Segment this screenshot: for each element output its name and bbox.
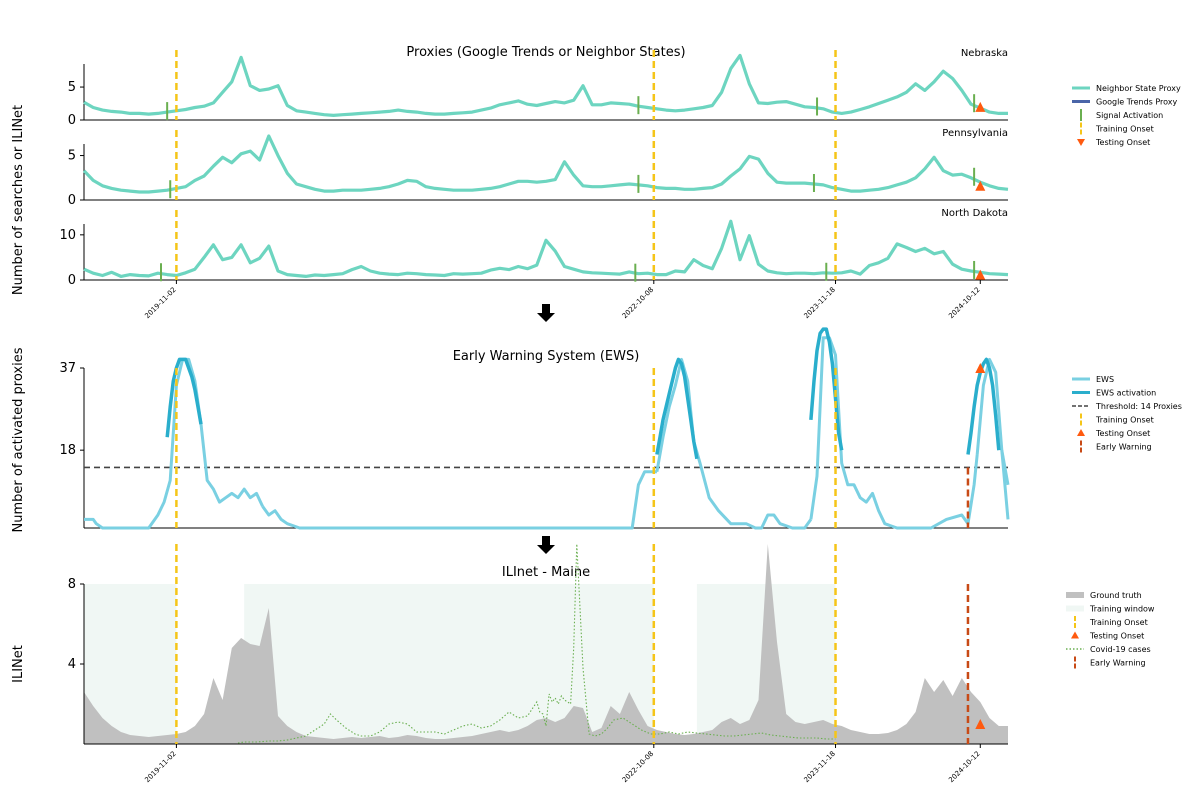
ews-y-tick-label: 18 [59, 443, 76, 458]
ews-line [655, 357, 813, 530]
ilinet-x-tick-label: 2023-11-18 [803, 750, 837, 784]
ews-legend-label: EWS [1096, 375, 1114, 384]
proxy-panel-ylabel: Number of searches or ILINet [11, 105, 26, 295]
proxy-legend-label: Signal Activation [1096, 111, 1163, 120]
ilinet-training-window [244, 584, 654, 744]
ilinet-legend-swatch [1071, 631, 1079, 639]
ews-legend-swatch [1077, 429, 1085, 436]
proxy-pennsylvania-testing-onset [975, 180, 986, 191]
ews-line [809, 336, 979, 530]
flow-arrow-down-icon [537, 304, 555, 322]
proxy-pennsylvania-y-tick-label: 0 [68, 193, 76, 208]
ews-legend-label: Early Warning [1096, 443, 1152, 452]
proxy-x-tick-label: 2022-10-08 [621, 286, 655, 320]
proxy-pennsylvania-y-tick-label: 5 [68, 149, 76, 164]
ilinet-y-tick-label: 4 [68, 657, 76, 672]
proxy-x-tick-label: 2019-11-02 [143, 286, 177, 320]
flow-arrow-down-icon [537, 536, 555, 554]
proxy-title: Proxies (Google Trends or Neighbor State… [406, 45, 685, 60]
ilinet-ylabel: ILINet [11, 645, 26, 683]
ilinet-legend-swatch [1066, 592, 1084, 598]
ilinet-legend-label: Ground truth [1090, 591, 1142, 600]
proxy-x-tick-label: 2024-10-12 [947, 286, 981, 320]
proxy-x-tick-label: 2023-11-18 [803, 286, 837, 320]
ilinet-legend-label: Training window [1089, 605, 1155, 614]
ews-y-tick-label: 37 [59, 361, 76, 376]
ilinet-y-tick-label: 8 [68, 577, 76, 592]
ilinet-x-tick-label: 2019-11-02 [143, 750, 177, 784]
state-label-nebraska: Nebraska [961, 48, 1008, 59]
proxy-nebraska-testing-onset [975, 101, 986, 112]
proxy-pennsylvania-line [82, 134, 1009, 194]
ews-activation-line [655, 357, 699, 460]
proxy-legend-label: Google Trends Proxy [1096, 98, 1178, 107]
proxy-legend-swatch [1077, 139, 1085, 146]
proxy-north-dakota-testing-onset [975, 269, 986, 280]
proxy-legend-label: Testing Onset [1095, 138, 1150, 147]
proxy-legend-label: Training Onset [1095, 125, 1154, 134]
ews-activation-line [809, 327, 844, 451]
ews-activation-line [165, 357, 203, 438]
proxy-nebraska-y-tick-label: 0 [68, 113, 76, 128]
ilinet-testing-onset [975, 719, 986, 729]
ews-legend-label: EWS activation [1096, 389, 1156, 398]
ews-line [1000, 449, 1010, 486]
ews-title: Early Warning System (EWS) [453, 349, 640, 364]
ilinet-legend-label: Testing Onset [1089, 632, 1144, 641]
ilinet-legend-swatch [1066, 605, 1084, 612]
ews-legend-label: Testing Onset [1095, 429, 1150, 438]
ilinet-legend-label: Covid-19 cases [1090, 645, 1151, 654]
ews-ylabel: Number of activated proxies [11, 347, 26, 532]
ews-line [261, 470, 657, 530]
ews-legend-label: Training Onset [1095, 416, 1154, 425]
proxy-nebraska-line [83, 53, 1008, 117]
state-label-north-dakota: North Dakota [941, 208, 1008, 219]
ilinet-covid-line [237, 543, 836, 744]
ilinet-legend-label: Early Warning [1090, 659, 1146, 668]
ews-legend-label: Threshold: 14 Proxies [1095, 402, 1182, 411]
proxy-north-dakota-line [83, 219, 1009, 278]
proxy-legend-label: Neighbor State Proxy [1096, 84, 1181, 93]
ilinet-x-tick-label: 2024-10-12 [947, 750, 981, 784]
ilinet-ground-truth-area [84, 544, 1008, 744]
ews-activation-line [966, 357, 1001, 455]
state-label-pennsylvania: Pennsylvania [942, 128, 1008, 139]
proxy-north-dakota-y-tick-label: 10 [59, 228, 76, 243]
ilinet-x-tick-label: 2022-10-08 [621, 750, 655, 784]
proxy-nebraska-y-tick-label: 5 [68, 80, 76, 95]
proxy-north-dakota-y-tick-label: 0 [68, 273, 76, 288]
ews-testing-onset [975, 363, 986, 373]
ilinet-legend-label: Training Onset [1089, 618, 1148, 627]
ilinet-title: ILInet - Maine [502, 565, 590, 580]
